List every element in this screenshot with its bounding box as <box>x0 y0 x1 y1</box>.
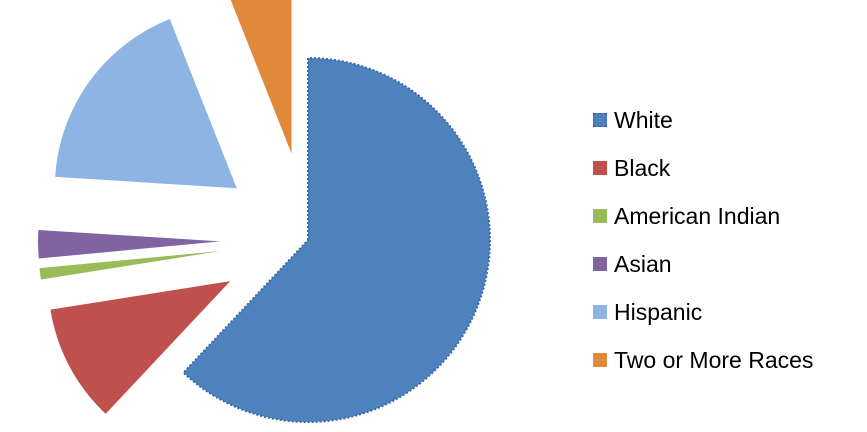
legend-item-two-or-more-races: Two or More Races <box>593 336 813 384</box>
legend-item-american-indian: American Indian <box>593 192 813 240</box>
legend-label: Two or More Races <box>614 346 814 373</box>
pie-slice-american-indian <box>39 251 221 280</box>
legend-swatch <box>593 161 607 175</box>
legend-swatch <box>593 209 607 223</box>
legend: White Black American Indian Asian Hispanic Tw… <box>593 96 813 384</box>
legend-item-asian: Asian <box>593 240 813 288</box>
pie-slice-hispanic <box>55 19 237 189</box>
pie-slice-asian <box>38 229 221 259</box>
legend-label: White <box>614 106 673 133</box>
legend-item-hispanic: Hispanic <box>593 288 813 336</box>
pie-slice-white <box>181 56 491 423</box>
legend-swatch <box>593 353 607 367</box>
legend-label: Black <box>614 154 671 181</box>
legend-item-white: White <box>593 96 813 144</box>
pie-slice-black <box>50 281 231 414</box>
legend-swatch <box>593 113 607 127</box>
legend-swatch <box>593 257 607 271</box>
legend-label: Asian <box>614 250 672 277</box>
legend-item-black: Black <box>593 144 813 192</box>
legend-swatch <box>593 305 607 319</box>
legend-label: Hispanic <box>614 298 703 325</box>
pie-slice-two-or-more-races <box>230 0 292 154</box>
legend-label: American Indian <box>614 202 781 229</box>
